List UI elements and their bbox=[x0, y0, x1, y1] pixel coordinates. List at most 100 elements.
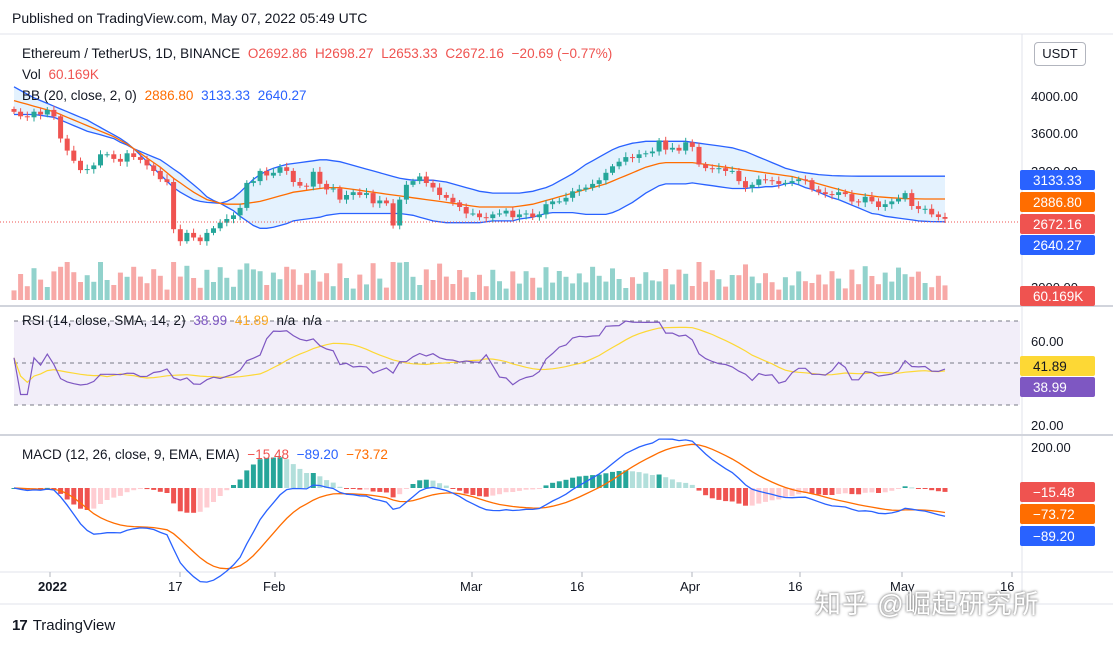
candle-body bbox=[270, 172, 276, 176]
candle-body bbox=[284, 167, 290, 171]
volume-bar bbox=[450, 284, 456, 300]
volume-bar bbox=[390, 262, 396, 300]
volume-bar bbox=[889, 281, 895, 300]
volume-bar bbox=[137, 276, 143, 300]
candle-body bbox=[636, 154, 642, 158]
macd-histogram-bar bbox=[131, 488, 137, 491]
candle-body bbox=[896, 198, 901, 202]
volume-bar bbox=[703, 281, 709, 300]
candle-body bbox=[876, 201, 881, 207]
rsi-label[interactable]: RSI (14, close, SMA, 14, 2) bbox=[22, 313, 186, 328]
volume-bar bbox=[357, 274, 363, 300]
macd-hist-value: −15.48 bbox=[247, 447, 289, 462]
volume-bar bbox=[716, 279, 722, 300]
macd-histogram-bar bbox=[237, 479, 243, 488]
volume-bar bbox=[736, 275, 742, 300]
candle-body bbox=[656, 140, 662, 152]
volume-bar bbox=[543, 267, 549, 300]
rsi-na-2: n/a bbox=[303, 313, 322, 328]
ohlc-low: L2653.33 bbox=[381, 46, 438, 61]
symbol-title[interactable]: Ethereum / TetherUS, 1D, BINANCE bbox=[22, 46, 241, 61]
candle-body bbox=[410, 181, 416, 185]
candle-body bbox=[457, 202, 463, 207]
macd-histogram-bar bbox=[104, 488, 110, 500]
macd-line bbox=[13, 438, 946, 583]
currency-button[interactable]: USDT bbox=[1034, 42, 1086, 66]
price-badge-bb-basis: 2886.80 bbox=[1033, 195, 1082, 210]
time-tick-label: Feb bbox=[263, 579, 285, 594]
macd-label[interactable]: MACD (12, 26, close, 9, EMA, EMA) bbox=[22, 447, 240, 462]
footer-brand-text: TradingView bbox=[32, 617, 116, 634]
macd-histogram-bar bbox=[643, 473, 649, 488]
volume-bar bbox=[776, 289, 782, 300]
candle-body bbox=[231, 215, 236, 219]
candle-body bbox=[124, 153, 130, 162]
volume-bar bbox=[576, 273, 582, 300]
macd-badge-signal-bg bbox=[1020, 504, 1095, 524]
macd-histogram-bar bbox=[204, 488, 210, 508]
volume-bar bbox=[377, 278, 383, 300]
candle-body bbox=[809, 180, 815, 190]
bb-label[interactable]: BB (20, close, 2, 0) bbox=[22, 88, 137, 103]
volume-bar bbox=[31, 268, 37, 300]
volume-bar bbox=[829, 271, 835, 300]
volume-bar bbox=[636, 283, 642, 300]
rsi-badge-ma: 41.89 bbox=[1033, 359, 1067, 374]
macd-histogram-bar bbox=[776, 488, 782, 500]
candle-body bbox=[782, 182, 788, 184]
candle-body bbox=[663, 140, 669, 150]
volume-bar bbox=[842, 288, 848, 300]
volume-bar bbox=[743, 264, 748, 300]
volume-bar bbox=[663, 269, 669, 300]
candle-body bbox=[277, 167, 283, 173]
candle-body bbox=[51, 109, 57, 117]
bb-upper-value: 3133.33 bbox=[201, 88, 250, 103]
time-tick-label: 16 bbox=[1000, 579, 1014, 594]
candle-body bbox=[64, 138, 70, 151]
candle-body bbox=[250, 181, 256, 183]
macd-histogram-bar bbox=[217, 488, 223, 496]
price-badge-bb-lower-bg bbox=[1020, 235, 1095, 255]
candle-body bbox=[822, 192, 828, 195]
macd-histogram-bar bbox=[231, 485, 236, 488]
candle-body bbox=[576, 189, 582, 192]
candle-body bbox=[211, 228, 216, 233]
macd-histogram-bar bbox=[184, 488, 190, 513]
candle-body bbox=[603, 172, 609, 181]
macd-histogram-bar bbox=[922, 488, 928, 489]
candle-body bbox=[397, 199, 403, 226]
candle-body bbox=[816, 189, 822, 193]
candle-body bbox=[31, 111, 37, 118]
macd-histogram-bar bbox=[250, 464, 256, 488]
volume-bar bbox=[98, 262, 103, 300]
macd-histogram-bar bbox=[171, 488, 177, 504]
footer-brand[interactable]: 17 TradingView bbox=[12, 617, 115, 634]
candle-body bbox=[570, 191, 576, 198]
macd-histogram-bar bbox=[716, 488, 722, 500]
volume-label[interactable]: Vol bbox=[22, 67, 41, 82]
macd-histogram-bar bbox=[563, 479, 569, 488]
volume-bar bbox=[596, 275, 602, 300]
volume-bar bbox=[603, 281, 609, 300]
macd-histogram-bar bbox=[277, 457, 283, 488]
candle-body bbox=[763, 179, 768, 181]
macd-histogram-bar bbox=[856, 488, 862, 495]
volume-bar bbox=[503, 288, 509, 300]
volume-bar bbox=[882, 272, 888, 300]
candle-body bbox=[470, 213, 476, 215]
macd-histogram-bar bbox=[244, 470, 250, 488]
macd-histogram-bar bbox=[709, 488, 715, 499]
price-badge-volume: 60.169K bbox=[1033, 289, 1083, 304]
volume-bar bbox=[290, 269, 296, 300]
volume-bar bbox=[729, 275, 735, 300]
candle-body bbox=[550, 201, 556, 205]
chart-frame bbox=[0, 33, 1113, 605]
macd-histogram-bar bbox=[596, 474, 602, 488]
candle-body bbox=[736, 170, 742, 182]
volume-bar bbox=[397, 262, 403, 300]
rsi-line bbox=[13, 320, 946, 396]
volume-bar bbox=[364, 284, 369, 300]
volume-bar bbox=[257, 271, 263, 300]
candle-body bbox=[450, 197, 456, 203]
macd-histogram-bar bbox=[457, 488, 463, 491]
